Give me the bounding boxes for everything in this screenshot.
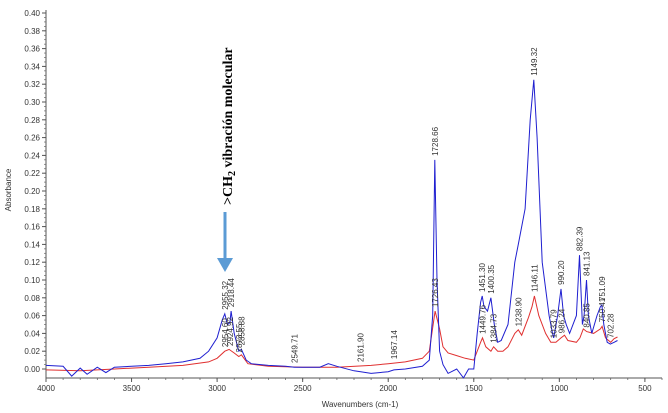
- peak-label: 2918.44: [227, 278, 236, 307]
- y-tick-label: 0.12: [24, 258, 40, 267]
- y-tick-label: 0.22: [24, 169, 40, 178]
- peak-label: 2161.90: [357, 333, 366, 362]
- blue-spectrum-line: [45, 79, 618, 379]
- x-tick-label: 3500: [123, 384, 141, 393]
- down-arrow-icon: [217, 212, 233, 272]
- peak-label: 2873.55: [235, 323, 244, 352]
- x-tick-label: 1500: [465, 384, 483, 393]
- y-tick-label: 0.32: [24, 80, 40, 89]
- annotation-main: >CH: [221, 176, 236, 205]
- annotation-subscript: 2: [227, 171, 238, 176]
- x-axis: 4000 3500 3000 2500 2000 1500 1000 500: [37, 377, 663, 393]
- y-tick-label: 0.00: [24, 365, 40, 374]
- peak-label: 2954.60: [221, 318, 230, 347]
- peak-label: 1384.73: [490, 313, 499, 342]
- peak-label: 990.20: [557, 260, 566, 285]
- annotation-rest: vibración molecular: [221, 47, 236, 171]
- peak-label: 840.85: [583, 303, 592, 328]
- ch2-annotation: >CH2 vibración molecular: [217, 47, 238, 272]
- y-tick-label: 0.38: [24, 27, 40, 36]
- y-tick-label: 0.16: [24, 223, 40, 232]
- y-tick-label: 0.28: [24, 116, 40, 125]
- peak-label: 1149.32: [530, 47, 539, 76]
- peak-label: 750.41: [598, 297, 607, 322]
- y-tick-label: 0.36: [24, 45, 40, 54]
- peak-label: 2924.92: [226, 317, 235, 346]
- y-tick-label: 0.24: [24, 151, 40, 160]
- peak-label: 2549.71: [290, 334, 299, 363]
- x-tick-label: 4000: [37, 384, 55, 393]
- peak-label: 1726.43: [431, 278, 440, 307]
- peak-label: 1400.35: [487, 264, 496, 293]
- y-tick-label: 0.08: [24, 294, 40, 303]
- y-tick-label: 0.30: [24, 98, 40, 107]
- peak-label: 1449.76: [479, 304, 488, 333]
- peak-label: 1238.90: [515, 297, 524, 326]
- x-tick-label: 1000: [550, 384, 568, 393]
- x-tick-label: 500: [638, 384, 652, 393]
- peak-label: 841.13: [583, 251, 592, 276]
- y-tick-label: 0.40: [24, 9, 40, 18]
- peak-label: 2955.32: [221, 280, 230, 309]
- peak-label: 2858.88: [237, 316, 246, 345]
- y-tick-label: 0.10: [24, 276, 40, 285]
- svg-text:>CH2 vibración molecular: >CH2 vibración molecular: [221, 47, 238, 205]
- x-tick-label: 2500: [294, 384, 312, 393]
- y-tick-label: 0.20: [24, 187, 40, 196]
- x-axis-title: Wavenumbers (cm-1): [322, 400, 399, 409]
- peak-label: 1728.66: [431, 126, 440, 155]
- y-axis: 0.00 0.02 0.04 0.06 0.08 0.10 0.12 0.14 0.16 0.18…: [24, 9, 47, 378]
- spectrum-series: [45, 79, 618, 379]
- y-tick-label: 0.34: [24, 62, 40, 71]
- peak-label: 702.28: [606, 313, 615, 338]
- peak-label: 1451.30: [478, 263, 487, 292]
- x-tick-label: 3000: [208, 384, 226, 393]
- y-axis-title: Absorbance: [4, 168, 13, 211]
- y-tick-label: 0.18: [24, 205, 40, 214]
- peak-label: 986.24: [558, 308, 567, 333]
- peak-label: 1146.11: [530, 264, 539, 292]
- y-tick-label: 0.06: [24, 312, 40, 321]
- y-tick-label: 0.14: [24, 240, 40, 249]
- y-tick-label: 0.04: [24, 329, 40, 338]
- peak-label: 751.09: [598, 276, 607, 301]
- red-spectrum-line: [45, 295, 618, 372]
- peak-label: 1967.14: [390, 330, 399, 359]
- peak-label: 882.39: [576, 226, 585, 251]
- x-tick-label: 2000: [379, 384, 397, 393]
- y-tick-label: 0.26: [24, 134, 40, 143]
- peak-label: 1033.79: [550, 309, 559, 338]
- y-tick-label: 0.02: [24, 347, 40, 356]
